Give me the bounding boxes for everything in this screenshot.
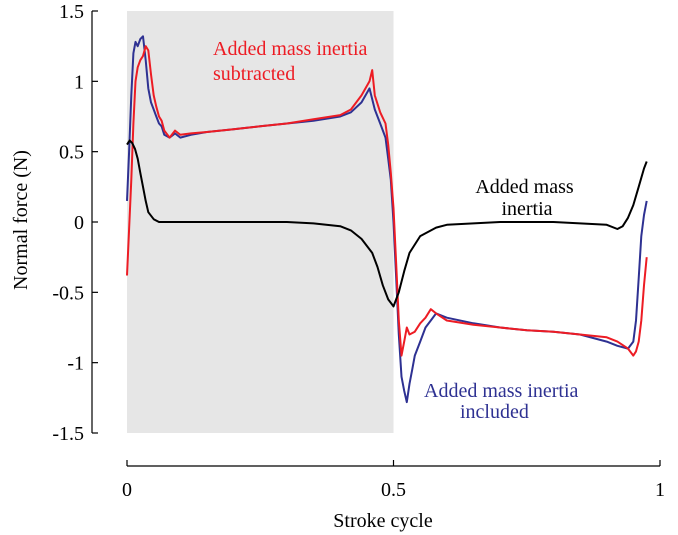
series-line-added-mass-inertia-subtracted	[126, 45, 648, 357]
x-tick-label: 0	[122, 479, 132, 501]
y-tick-label: 0.5	[59, 142, 84, 164]
y-ticks: 1.5 1 0.5 0 -0.5 -1 -1.5	[52, 1, 98, 445]
annotation-added-mass-line-2: inertia	[501, 198, 552, 220]
y-tick-label: -0.5	[52, 282, 84, 304]
y-tick-label: -1	[67, 353, 84, 375]
y-axis-label: Normal force (N)	[10, 150, 32, 290]
series-line-added-mass-inertia	[126, 139, 648, 308]
y-tick-label: -1.5	[52, 423, 84, 445]
y-tick-label: 0	[74, 212, 84, 234]
x-ticks: 0 0.5 1	[122, 460, 665, 501]
annotation-added-mass: Added mass inertia	[475, 176, 578, 220]
annotation-subtracted-line-2: subtracted	[213, 63, 295, 85]
y-tick-label: 1	[74, 71, 84, 93]
annotation-included: Added mass inertia included	[424, 380, 583, 423]
annotation-subtracted: Added mass inertia subtracted	[213, 38, 372, 85]
series-group	[126, 35, 648, 404]
x-axis-label: Stroke cycle	[333, 510, 433, 532]
y-tick-label: 1.5	[59, 1, 84, 23]
annotation-included-line-2: included	[460, 401, 529, 423]
annotation-included-line-1: Added mass inertia	[424, 380, 579, 402]
x-tick-label: 0.5	[381, 479, 406, 501]
x-tick-label: 1	[655, 479, 665, 501]
annotation-added-mass-line-1: Added mass	[475, 176, 574, 198]
annotation-subtracted-line-1: Added mass inertia	[213, 38, 368, 60]
